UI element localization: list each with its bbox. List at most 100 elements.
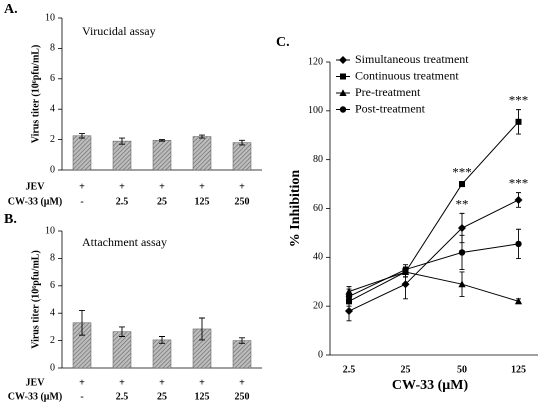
bar bbox=[232, 142, 252, 171]
legend-label: Post-treatment bbox=[355, 101, 426, 115]
condition-label: CW-33 (μM) bbox=[8, 391, 62, 402]
error-bar bbox=[159, 139, 165, 142]
y-tick-label: 20 bbox=[313, 300, 323, 311]
x-tick-label: 25 bbox=[401, 364, 411, 375]
legend-marker bbox=[339, 89, 347, 96]
condition-value: + bbox=[239, 181, 245, 192]
y-tick-label: 4 bbox=[50, 307, 55, 318]
condition-value: 25 bbox=[157, 391, 167, 402]
bar bbox=[152, 339, 172, 369]
series-line bbox=[348, 121, 519, 302]
panel-label: C. bbox=[276, 35, 290, 50]
bar bbox=[72, 135, 92, 171]
y-tick-label: 6 bbox=[50, 280, 55, 291]
significance-label: ** bbox=[456, 196, 469, 211]
y-tick-label: 0 bbox=[318, 349, 323, 360]
error-bar bbox=[79, 310, 85, 336]
series-line bbox=[348, 199, 519, 312]
error-bar bbox=[159, 336, 165, 344]
condition-value: + bbox=[159, 181, 165, 192]
significance-label: *** bbox=[452, 165, 472, 180]
marker bbox=[458, 249, 466, 256]
y-tick-label: 120 bbox=[308, 56, 323, 67]
marker bbox=[458, 224, 466, 233]
condition-label: CW-33 (μM) bbox=[8, 196, 62, 207]
y-tick-label: 4 bbox=[50, 103, 55, 114]
condition-label: JEV bbox=[26, 377, 46, 388]
legend-marker bbox=[339, 56, 347, 64]
y-tick-label: 2 bbox=[50, 335, 55, 346]
bar bbox=[112, 331, 132, 369]
condition-value: 250 bbox=[235, 391, 250, 402]
error-bar bbox=[119, 326, 125, 337]
condition-value: 125 bbox=[195, 391, 210, 402]
x-tick-label: 125 bbox=[511, 364, 526, 375]
series-line bbox=[348, 243, 519, 297]
marker bbox=[515, 118, 522, 125]
y-tick-label: 2 bbox=[50, 134, 55, 145]
panel-label: A. bbox=[4, 2, 18, 17]
y-tick-label: 10 bbox=[45, 12, 55, 23]
legend-label: Simultaneous treatment bbox=[355, 52, 469, 66]
condition-value: - bbox=[80, 391, 83, 402]
legend-marker bbox=[340, 73, 346, 80]
condition-value: + bbox=[79, 181, 85, 192]
significance-label: *** bbox=[509, 176, 529, 191]
marker bbox=[345, 307, 353, 316]
condition-value: + bbox=[199, 377, 205, 388]
chart-title: Attachment assay bbox=[82, 235, 167, 249]
marker bbox=[515, 240, 522, 248]
condition-value: + bbox=[159, 377, 165, 388]
condition-value: 2.5 bbox=[116, 391, 129, 402]
error-bar bbox=[199, 134, 205, 139]
marker bbox=[514, 195, 523, 204]
y-tick-label: 0 bbox=[50, 362, 55, 373]
bar bbox=[112, 140, 132, 171]
condition-label: JEV bbox=[26, 181, 46, 192]
condition-value: + bbox=[199, 181, 205, 192]
bar bbox=[152, 140, 172, 171]
condition-value: + bbox=[119, 377, 125, 388]
marker bbox=[345, 293, 353, 300]
marker bbox=[458, 280, 466, 288]
y-tick-label: 60 bbox=[313, 203, 323, 214]
y-tick-label: 6 bbox=[50, 73, 55, 84]
y-tick-label: 80 bbox=[313, 154, 323, 165]
y-axis-label: Virus titer (10⁶pfu/mL) bbox=[30, 45, 41, 144]
y-tick-label: 40 bbox=[313, 252, 323, 263]
y-axis-label: % Inhibition bbox=[288, 170, 303, 248]
error-bar bbox=[79, 133, 85, 139]
legend-label: Continuous treatment bbox=[355, 68, 459, 82]
error-bar bbox=[199, 317, 205, 341]
significance-label: *** bbox=[509, 93, 529, 108]
error-bar bbox=[119, 137, 125, 145]
y-axis-label: Virus titer (10⁶pfu/mL) bbox=[30, 250, 41, 349]
y-tick-label: 8 bbox=[50, 43, 55, 54]
y-tick-label: 10 bbox=[45, 225, 55, 236]
condition-value: 250 bbox=[235, 196, 250, 207]
legend-label: Pre-treatment bbox=[355, 85, 421, 99]
marker bbox=[459, 181, 465, 188]
series-line bbox=[348, 271, 519, 302]
condition-value: + bbox=[79, 377, 85, 388]
x-tick-label: 50 bbox=[457, 364, 467, 375]
x-tick-label: 2.5 bbox=[343, 364, 356, 375]
panel-label: B. bbox=[4, 212, 17, 227]
error-bar bbox=[239, 139, 245, 146]
legend-marker bbox=[339, 106, 347, 113]
y-tick-label: 100 bbox=[308, 105, 323, 116]
y-tick-label: 8 bbox=[50, 253, 55, 264]
condition-value: 2.5 bbox=[116, 196, 129, 207]
y-tick-label: 0 bbox=[50, 164, 55, 175]
marker bbox=[401, 280, 410, 289]
error-bar bbox=[239, 337, 245, 344]
condition-value: 25 bbox=[157, 196, 167, 207]
condition-value: + bbox=[119, 181, 125, 192]
bar bbox=[232, 340, 252, 369]
marker bbox=[514, 297, 523, 305]
x-axis-label: CW-33 (μM) bbox=[392, 378, 469, 393]
bar bbox=[192, 136, 212, 171]
marker bbox=[402, 266, 409, 273]
chart-title: Virucidal assay bbox=[82, 24, 156, 38]
